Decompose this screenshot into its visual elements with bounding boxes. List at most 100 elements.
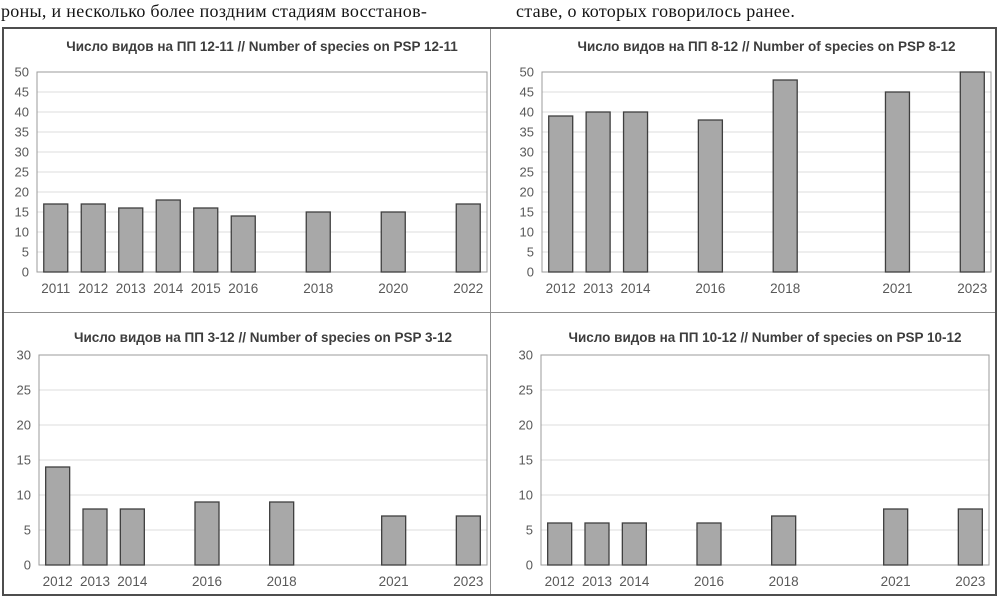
chart-title-psp-10-12: Число видов на ПП 10-12 // Number of spe… [568, 330, 962, 345]
chart-psp-12-11-canvas: 0 5 10 15 20 25 30 35 40 45 50 2011 2012 2013 2014 2015… [15, 65, 488, 296]
x-tick-label: 2023 [957, 281, 987, 296]
x-tick-label: 2018 [267, 574, 297, 589]
x-tick-label: 2018 [770, 281, 800, 296]
y-tick-label: 40 [520, 105, 534, 120]
bar-2014 [155, 199, 181, 273]
bar-2011 [43, 203, 69, 273]
bar-2020 [380, 211, 406, 273]
x-tick-label: 2012 [546, 281, 576, 296]
chart-title-psp-12-11: Число видов на ПП 12-11 // Number of spe… [66, 39, 458, 54]
x-tick-label: 2016 [695, 281, 725, 296]
bar-2016 [697, 119, 724, 273]
y-tick-label: 25 [17, 383, 31, 398]
y-tick-label: 30 [519, 348, 533, 363]
chart-psp-3-12-canvas: 0 5 10 15 20 25 30 2012 2013 2014 2016 2018 2021 2023 [17, 348, 488, 589]
y-tick-label: 10 [17, 488, 31, 503]
bar-2015 [193, 207, 219, 273]
y-tick-label: 10 [520, 225, 534, 240]
chart-psp-8-12-canvas: 0 5 10 15 20 25 30 35 40 45 50 2012 2013 2014 2016 2018… [520, 65, 992, 296]
figure-species-charts: 0 5 10 15 20 25 30 35 40 45 50 2011 2012 2013 2014 2015… [2, 27, 997, 596]
x-tick-label: 2014 [621, 281, 652, 296]
x-tick-label: 2015 [191, 281, 221, 296]
y-tick-label: 20 [17, 418, 31, 433]
y-tick-label: 30 [15, 145, 29, 160]
bar-2012 [548, 115, 574, 273]
y-tick-label: 0 [22, 265, 29, 280]
bar-2012 [547, 522, 573, 566]
x-tick-label: 2018 [769, 574, 799, 589]
x-tick-label: 2016 [228, 281, 258, 296]
bar-2013 [585, 111, 611, 273]
body-text-left-column: роны, и несколько более поздним стадиям … [1, 1, 428, 21]
y-tick-label: 20 [519, 418, 533, 433]
bar-2023 [959, 71, 985, 273]
x-tick-label: 2014 [153, 281, 184, 296]
bar-2018 [772, 79, 798, 273]
x-tick-label: 2016 [192, 574, 222, 589]
x-tick-label: 2011 [41, 281, 70, 296]
x-tick-label: 2014 [619, 574, 650, 589]
chart-panel-psp-10-12: 0 5 10 15 20 25 30 2012 2013 2014 2016 2018 2021 2023… [491, 313, 995, 594]
chart-psp-10-12-canvas: 0 5 10 15 20 25 30 2012 2013 2014 2016 2018 2021 2023 [519, 348, 990, 589]
y-tick-label: 35 [520, 125, 534, 140]
y-tick-label: 15 [17, 453, 31, 468]
x-tick-label: 2013 [582, 574, 612, 589]
bar-2018 [269, 501, 295, 566]
y-tick-label: 25 [15, 165, 29, 180]
x-tick-label: 2016 [694, 574, 724, 589]
bar-2021 [884, 91, 911, 273]
bar-2014 [119, 508, 145, 566]
x-tick-label: 2022 [453, 281, 483, 296]
y-tick-label: 25 [520, 165, 534, 180]
y-tick-label: 10 [519, 488, 533, 503]
chart-title-psp-3-12: Число видов на ПП 3-12 // Number of spec… [73, 330, 453, 345]
x-tick-label: 2021 [379, 574, 409, 589]
x-tick-label: 2021 [881, 574, 911, 589]
y-tick-label: 15 [520, 205, 534, 220]
y-tick-label: 40 [15, 105, 29, 120]
bar-2022 [455, 203, 481, 273]
y-tick-label: 5 [24, 523, 31, 538]
x-tick-label: 2012 [43, 574, 73, 589]
chart-panel-psp-3-12: 0 5 10 15 20 25 30 2012 2013 2014 2016 2018 2021 2023… [4, 313, 491, 594]
bar-2023 [455, 515, 481, 566]
y-tick-label: 45 [15, 85, 29, 100]
x-tick-label: 2021 [882, 281, 912, 296]
y-tick-label: 15 [519, 453, 533, 468]
bar-2013 [82, 508, 108, 566]
y-tick-label: 0 [24, 558, 31, 573]
y-tick-label: 15 [15, 205, 29, 220]
bar-2012 [80, 203, 106, 273]
y-tick-label: 30 [520, 145, 534, 160]
bar-2016 [194, 501, 220, 566]
plot-border [541, 71, 992, 273]
plot-border [36, 71, 488, 273]
body-text-right-column: ставе, о которых говорилось ранее. [516, 1, 796, 21]
y-tick-label: 0 [527, 265, 534, 280]
y-tick-label: 45 [520, 85, 534, 100]
bar-2023 [957, 508, 983, 566]
chart-title-psp-8-12: Число видов на ПП 8-12 // Number of spec… [577, 39, 956, 54]
x-tick-label: 2023 [453, 574, 483, 589]
bar-2021 [381, 515, 407, 566]
bar-2016 [230, 215, 256, 273]
x-tick-label: 2013 [80, 574, 110, 589]
y-tick-label: 5 [22, 245, 29, 260]
y-tick-label: 10 [15, 225, 29, 240]
y-tick-label: 20 [15, 185, 29, 200]
bar-2013 [118, 207, 144, 273]
y-tick-label: 5 [526, 523, 533, 538]
bar-2013 [584, 522, 610, 566]
y-tick-label: 50 [15, 65, 29, 80]
x-tick-label: 2023 [955, 574, 985, 589]
plot-border [38, 354, 488, 566]
y-tick-label: 30 [17, 348, 31, 363]
bar-2021 [883, 508, 909, 566]
bar-2018 [305, 211, 331, 273]
bar-2014 [622, 111, 649, 273]
y-tick-label: 0 [526, 558, 533, 573]
y-tick-label: 50 [520, 65, 534, 80]
x-tick-label: 2014 [117, 574, 148, 589]
x-tick-label: 2013 [116, 281, 146, 296]
